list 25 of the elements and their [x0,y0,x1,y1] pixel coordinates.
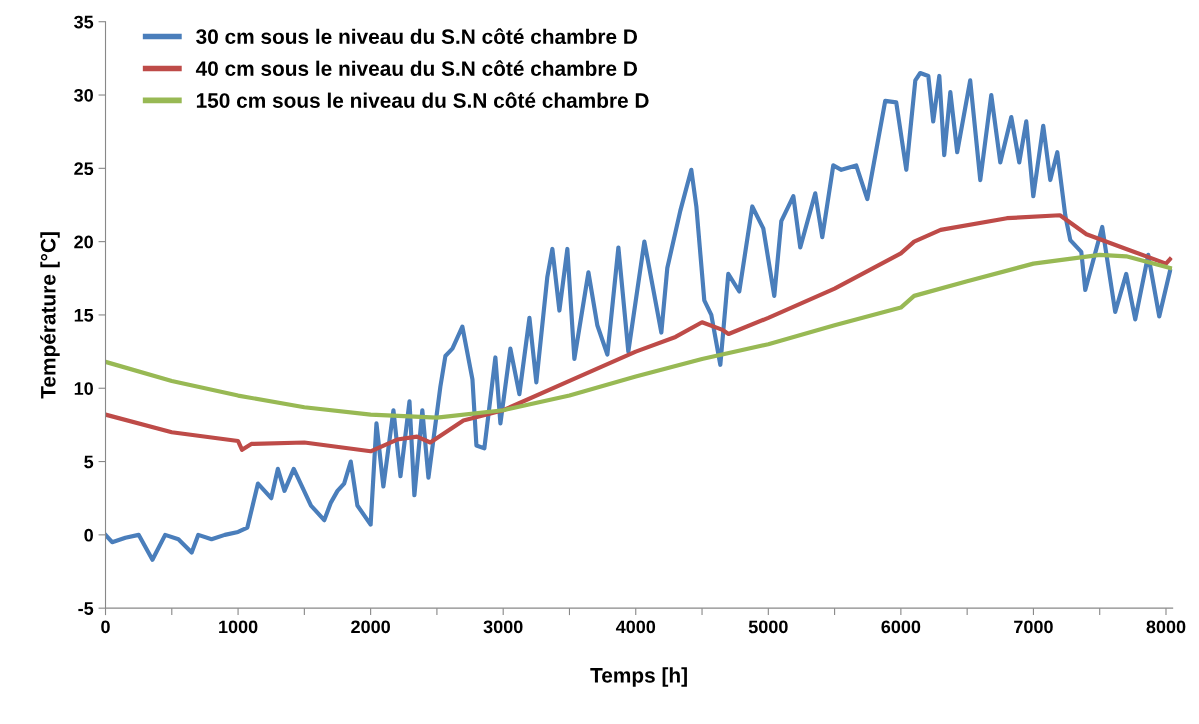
line-series [105,252,1173,420]
x-tick-label: 0 [101,620,110,634]
y-tick-label: 35 [74,15,94,29]
x-tick-label: 7000 [1014,620,1053,634]
x-tick-label: 8000 [1146,620,1186,634]
y-tick-label: 5 [84,455,94,469]
y-tick-label: 30 [74,88,93,102]
y-axis-title: Température [°C] [40,232,60,399]
y-tick-label: 0 [84,528,93,542]
y-tick-label: 15 [74,309,94,322]
line-series [105,213,1173,454]
x-axis-title: Temps [h] [590,667,687,687]
x-tick-label: 1000 [219,620,258,634]
x-tick-label: 2000 [351,620,390,634]
y-tick-label: 25 [74,162,94,176]
y-tick-label: 10 [74,382,93,395]
legend-label: 150 cm sous le niveau du S.N côté chambre D [196,92,649,108]
legend-label: 40 cm sous le niveau du S.N côté chambre D [195,60,638,76]
x-tick-label: 5000 [748,620,788,634]
legend-label: 30 cm sous le niveau du S.N côté chambre D [196,28,638,45]
x-tick-label: 6000 [881,620,921,634]
x-tick-label: 3000 [483,620,523,634]
x-tick-label: 4000 [615,620,656,634]
y-tick-label: -5 [78,602,94,615]
y-tick-label: 20 [74,235,93,249]
